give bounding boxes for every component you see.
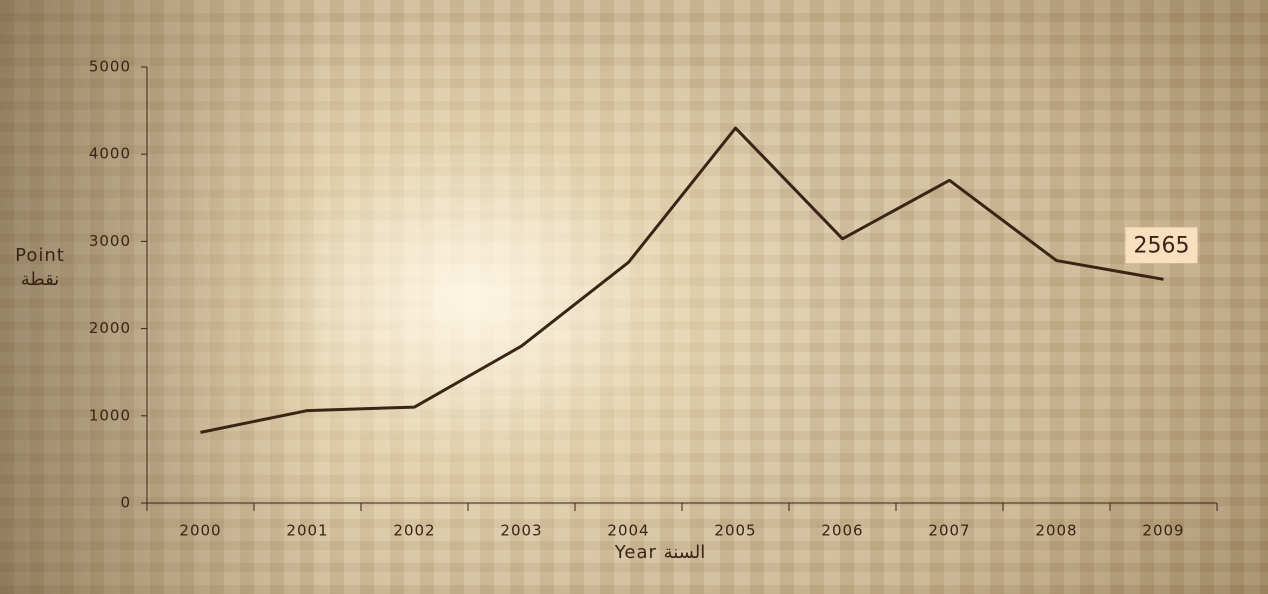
x-tick-label: 2005: [714, 522, 756, 540]
x-axis-label: Year السنة: [614, 542, 705, 563]
data-line: [200, 126, 1164, 434]
y-axis-label: Point: [15, 245, 65, 266]
x-tick-label: 2004: [607, 522, 649, 540]
x-tick-label: 2008: [1035, 522, 1077, 540]
y-tick-label: 3000: [89, 232, 131, 250]
x-tick-label: 2001: [286, 522, 328, 540]
x-tick-label: 2003: [500, 522, 542, 540]
y-tick-label: 0: [120, 494, 131, 512]
y-tick-label: 2000: [89, 319, 131, 337]
y-tick-label: 5000: [89, 58, 131, 76]
data-label: 2565: [1134, 233, 1190, 258]
y-tick-label: 4000: [89, 145, 131, 163]
y-tick-label: 1000: [89, 406, 131, 424]
x-tick-label: 2006: [821, 522, 863, 540]
x-tick-label: 2000: [179, 522, 221, 540]
x-tick-label: 2007: [928, 522, 970, 540]
x-tick-label: 2009: [1142, 522, 1184, 540]
data-label-box: [1125, 227, 1198, 264]
y-axis-label: نقطة: [21, 269, 60, 290]
x-tick-label: 2002: [393, 522, 435, 540]
